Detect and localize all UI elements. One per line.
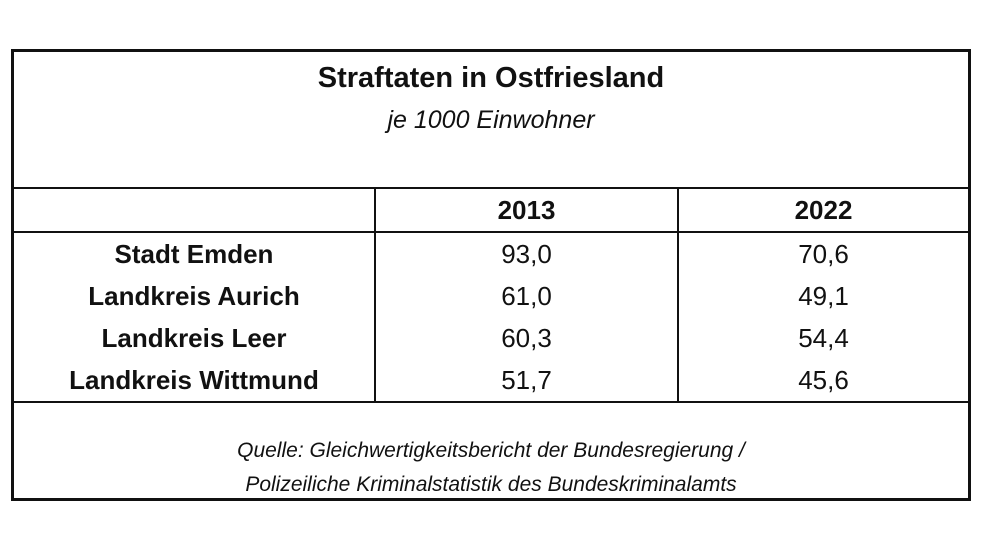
chart-title: Straftaten in Ostfriesland <box>317 62 665 94</box>
table-row: Landkreis Wittmund 51,7 45,6 <box>14 359 968 403</box>
table-row: Stadt Emden 93,0 70,6 <box>14 232 968 275</box>
source-line: Polizeiliche Kriminalstatistik des Bunde… <box>245 473 737 496</box>
table-row: Landkreis Aurich 61,0 49,1 <box>14 275 968 317</box>
value-cell: 45,6 <box>677 359 968 403</box>
value-cell: 60,3 <box>374 317 678 359</box>
chart-subtitle: je 1000 Einwohner <box>387 106 595 134</box>
value-cell: 54,4 <box>677 317 968 359</box>
value-cell: 93,0 <box>374 232 678 275</box>
source-line: Quelle: Gleichwertigkeitsbericht der Bun… <box>237 439 745 462</box>
table-row: Landkreis Leer 60,3 54,4 <box>14 317 968 359</box>
header-row: 2013 2022 <box>14 187 968 233</box>
header-year-2013: 2013 <box>374 187 678 233</box>
row-label: Landkreis Leer <box>101 323 287 353</box>
header-empty-cell <box>14 187 375 233</box>
value-cell: 49,1 <box>677 275 968 317</box>
row-label: Landkreis Aurich <box>88 281 300 311</box>
value-cell: 51,7 <box>374 359 678 403</box>
value-cell: 61,0 <box>374 275 678 317</box>
table-frame: Straftaten in Ostfriesland je 1000 Einwo… <box>11 49 971 501</box>
row-label: Landkreis Wittmund <box>14 359 375 403</box>
header-year-2022: 2022 <box>677 187 968 233</box>
data-table: 2013 2022 Stadt Emden 93,0 70,6 Landkrei… <box>14 187 968 403</box>
row-label: Stadt Emden <box>114 239 274 269</box>
value-cell: 70,6 <box>677 232 968 275</box>
source-note: Quelle: Gleichwertigkeitsbericht der Bun… <box>14 434 968 502</box>
